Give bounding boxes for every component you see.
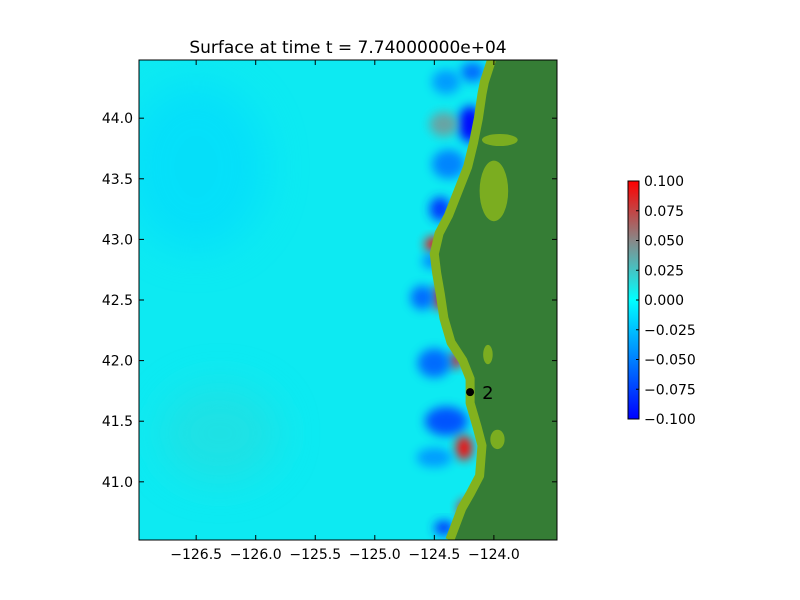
surge-blob xyxy=(460,62,485,82)
colorbar-ticks: 0.100 0.075 0.050 0.025 0.000 −0.025 −0.050 −0.… xyxy=(636,174,696,428)
colorbar-tick-label: −0.050 xyxy=(644,353,696,369)
colorbar-tick-label: 0.075 xyxy=(644,204,684,220)
x-tick-label: −126.0 xyxy=(230,547,282,563)
surge-blob xyxy=(416,447,453,468)
surge-field xyxy=(139,62,485,536)
gauge-label: 2 xyxy=(482,383,493,404)
x-tick-label: −126.5 xyxy=(170,547,222,563)
colorbar-tick-label: 0.050 xyxy=(644,234,684,250)
vegetation-patch xyxy=(490,429,505,450)
colorbar-tick-label: 0.025 xyxy=(644,263,684,279)
y-tick-label: 41.5 xyxy=(102,414,133,430)
colorbar-tick-label: 0.100 xyxy=(644,174,684,190)
surge-blob xyxy=(431,149,466,179)
vegetation-patch xyxy=(481,133,518,147)
land-layer xyxy=(429,60,557,540)
coastal-vegetation xyxy=(429,60,496,540)
plot-area xyxy=(139,60,557,540)
x-tick-label: −124.0 xyxy=(468,547,520,563)
y-tick-label: 43.5 xyxy=(102,172,133,188)
colorbar: 0.100 0.075 0.050 0.025 0.000 −0.025 −0.050 −0.… xyxy=(627,174,696,428)
y-tick-label: 43.0 xyxy=(102,232,133,248)
x-tick-label: −125.5 xyxy=(289,547,341,563)
y-axis: 41.0 41.5 42.0 42.5 43.0 43.5 44.0 xyxy=(102,111,557,491)
surge-blob xyxy=(139,81,268,252)
y-tick-label: 44.0 xyxy=(102,111,133,127)
y-tick-label: 42.0 xyxy=(102,354,133,370)
gauge-marker xyxy=(466,388,475,397)
colorbar-tick-label: −0.075 xyxy=(644,382,696,398)
x-tick-label: −124.5 xyxy=(408,547,460,563)
vegetation-patch xyxy=(479,160,509,222)
x-tick-label: −125.0 xyxy=(349,547,401,563)
chart-title: Surface at time t = 7.74000000e+04 xyxy=(189,38,506,58)
surge-blob xyxy=(431,69,461,94)
vegetation-patch xyxy=(483,344,493,365)
x-axis: −126.5 −126.0 −125.5 −125.0 −124.5 −124.0 xyxy=(170,60,520,563)
surge-blob xyxy=(424,406,468,436)
y-tick-label: 42.5 xyxy=(102,293,133,309)
colorbar-tick-label: −0.025 xyxy=(644,323,696,339)
colorbar-tick-label: −0.100 xyxy=(644,412,696,428)
colorbar-tick-label: 0.000 xyxy=(644,293,684,309)
surge-blob xyxy=(410,285,435,310)
surge-blob xyxy=(417,348,452,378)
surge-blob xyxy=(455,435,473,460)
y-tick-label: 41.0 xyxy=(102,475,133,491)
surge-blob xyxy=(160,384,280,482)
surge-blob xyxy=(429,112,459,137)
gauge-layer: 2 xyxy=(466,383,494,404)
